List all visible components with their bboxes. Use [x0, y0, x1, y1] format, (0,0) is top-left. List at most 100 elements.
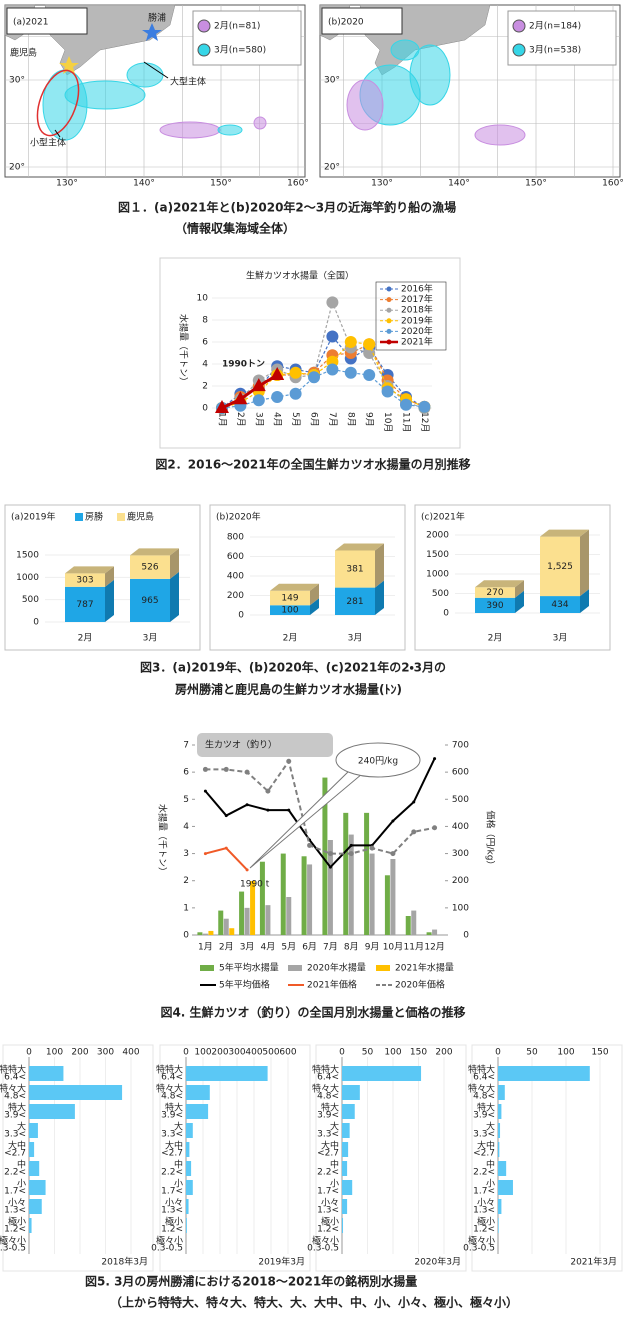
category-sublabel: 4.8< [4, 1092, 26, 1102]
x-tick-label: 0 [495, 1048, 501, 1058]
bar [29, 1180, 46, 1195]
series-line [205, 847, 248, 871]
category-label: 極小 [165, 1216, 183, 1228]
fishing-ground [253, 116, 267, 130]
x-tick-label: 6月 [302, 942, 317, 953]
bar-side [170, 571, 179, 622]
chart-frame [2, 1044, 154, 1272]
legend-label: 3月(n=538) [529, 45, 581, 56]
caption: 図3．(a)2019年、(b)2020年、(c)2021年の2・3月の [140, 660, 446, 675]
bar [364, 812, 370, 935]
y-tick-label: 200 [227, 591, 244, 601]
category-label: 特特大 [156, 1064, 183, 1076]
bar-segment [65, 573, 105, 587]
legend-label: 2021年水揚量 [395, 962, 454, 974]
category-sublabel: <2.7 [473, 1149, 495, 1159]
fishing-ground [159, 121, 221, 139]
lon-label: 160° [602, 179, 624, 189]
caption: 図１．(a)2021年と(b)2020年2～3月の近海竿釣り船の漁場 [118, 200, 456, 215]
bar [186, 1085, 210, 1100]
x-tick-label: 10月 [383, 942, 403, 953]
category-sublabel: 1.2< [4, 1225, 26, 1235]
y-tick-label: 2 [202, 382, 208, 392]
y2-tick-label: 300 [452, 849, 469, 859]
bar [29, 1085, 123, 1100]
lat-label: 20° [9, 163, 25, 173]
x-tick-label: 1月 [198, 942, 213, 953]
bar [186, 1199, 189, 1214]
bar [250, 880, 256, 935]
x-tick-label: 100 [194, 1048, 211, 1058]
bar [498, 1180, 513, 1195]
category-label: 大 [174, 1121, 183, 1133]
bar [229, 928, 235, 935]
x-tick-label: 8月 [344, 942, 359, 953]
data-point [233, 391, 248, 405]
map-label-box [6, 7, 88, 35]
y-tick-label: 5 [183, 795, 189, 805]
lon-label: 130° [371, 179, 393, 189]
legend-swatch [75, 513, 83, 521]
legend-marker [386, 328, 392, 334]
legend-label: 2020年 [401, 325, 433, 337]
bar [29, 1123, 38, 1138]
bar [301, 856, 307, 935]
bar [29, 1199, 42, 1214]
legend-label: 房勝 [85, 511, 103, 523]
y-tick-label: 4 [183, 822, 189, 832]
bar-side [515, 590, 524, 613]
bar [384, 875, 390, 935]
y2-tick-label: 100 [452, 903, 469, 913]
x-tick-label: 7月 [323, 942, 338, 953]
bar [186, 1142, 190, 1157]
x-tick-label: 200 [435, 1048, 452, 1058]
y-tick-label: 10 [197, 294, 209, 304]
caption: 房州勝浦と鹿児島の生鮮カツオ水揚量(ﾄﾝ) [174, 682, 402, 697]
bar [223, 918, 229, 935]
bar [348, 834, 354, 935]
category-label: 極々小 [0, 1235, 26, 1247]
y-tick-label: 0 [238, 611, 244, 621]
map-label-box [321, 7, 403, 35]
bar [29, 1218, 32, 1233]
category-sublabel: 3.9< [161, 1111, 183, 1121]
y-tick-label: 800 [227, 533, 244, 543]
category-sublabel: 0.3-0.5 [463, 1244, 495, 1254]
data-point [289, 387, 302, 400]
category-label: 小々 [477, 1198, 495, 1209]
bar [259, 861, 265, 935]
category-sublabel: 1.3< [161, 1206, 183, 1216]
lon-label: 150° [525, 179, 547, 189]
bar-side [310, 583, 319, 606]
bar-segment [65, 586, 105, 622]
bar [186, 1218, 187, 1233]
y-tick-label: 3 [183, 849, 189, 859]
legend-label: 5年平均水揚量 [219, 962, 279, 974]
legend-marker [386, 318, 392, 324]
data-point [348, 851, 354, 857]
series-line [204, 758, 436, 869]
category-sublabel: 0.3-0.5 [151, 1244, 183, 1254]
y-tick-label: 2000 [426, 531, 449, 541]
chart-frame [471, 1044, 623, 1272]
x-tick-label: 6月 [309, 412, 320, 427]
value-label: 303 [76, 576, 93, 586]
data-point [349, 843, 353, 847]
category-sublabel: 1.2< [161, 1225, 183, 1235]
bar [186, 1123, 193, 1138]
category-sublabel: 1.3< [317, 1206, 339, 1216]
category-label: 特々大 [156, 1083, 183, 1095]
category-sublabel: 2.2< [473, 1168, 495, 1178]
series-line [205, 758, 435, 855]
category-label: 小 [174, 1179, 183, 1190]
category-sublabel: <2.7 [317, 1149, 339, 1159]
legend-label: 2月(n=184) [529, 21, 581, 32]
bar [498, 1142, 500, 1157]
bar-top [335, 543, 384, 551]
y2-tick-label: 400 [452, 822, 469, 832]
y-tick-label: 1000 [426, 570, 449, 580]
data-point [369, 845, 375, 851]
x-tick-label: 2月 [78, 633, 93, 644]
data-point [326, 330, 339, 343]
